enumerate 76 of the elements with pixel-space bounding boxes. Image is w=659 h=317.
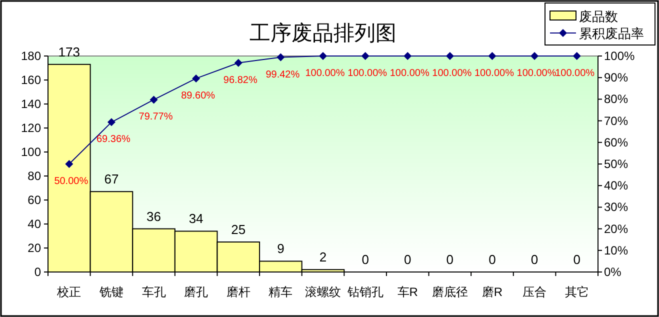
chart-title: 工序废品排列图 [250, 22, 396, 45]
data-label: 79.77% [138, 112, 173, 123]
x-tick-label: 磨底径 [432, 285, 468, 299]
y-tick-label: 80 [28, 169, 42, 183]
y2-tick-label: 10% [604, 243, 628, 258]
y-tick-label: 140 [20, 97, 42, 111]
point [404, 52, 412, 60]
data-label: 34 [188, 211, 204, 226]
y-tick-label: 120 [20, 121, 42, 135]
y-tick-label: 160 [20, 73, 42, 87]
data-label: 100.00% [516, 68, 556, 79]
y-tick-label: 180 [20, 49, 42, 63]
data-label: 9 [277, 241, 284, 256]
y2-tick-label: 100% [604, 49, 636, 63]
y2-tick-label: 50% [604, 157, 628, 171]
data-label: 0 [404, 252, 412, 267]
data-label: 100.00% [390, 68, 430, 79]
point [572, 52, 581, 60]
data-label: 89.60% [181, 90, 216, 102]
legend-label: 累积废品率 [579, 26, 644, 41]
data-label: 0 [530, 252, 538, 267]
x-tick-label: 其它 [564, 285, 589, 299]
data-label: 100.00% [432, 68, 472, 79]
y-tick-label: 60 [28, 193, 42, 207]
data-label: 173 [58, 44, 80, 60]
legend-label: 废品数 [579, 9, 618, 24]
data-label: 2 [319, 250, 327, 265]
point [65, 160, 74, 168]
data-label: 96.82% [223, 74, 258, 86]
y2-tick-label: 90% [604, 70, 628, 85]
y2-tick-label: 30% [604, 200, 628, 214]
data-label: 69.36% [96, 134, 131, 146]
data-label: 0 [362, 252, 369, 267]
data-label: 100.00% [305, 68, 345, 79]
y2-tick-label: 70% [604, 114, 628, 128]
x-tick-label: 车R [397, 285, 418, 299]
y2-tick-label: 20% [604, 222, 628, 236]
y-tick-label: 0 [34, 265, 42, 279]
point [150, 96, 158, 104]
point [446, 52, 454, 60]
data-label: 99.42% [266, 69, 300, 80]
y2-tick-label: 80% [604, 92, 628, 106]
point [234, 58, 242, 67]
data-label: 100.00% [555, 68, 595, 79]
y2-tick-label: 60% [604, 135, 628, 150]
data-label: 67 [104, 172, 119, 187]
data-label: 0 [488, 252, 496, 267]
x-tick-label: 铣键 [98, 285, 124, 299]
y-tick-label: 40 [28, 217, 42, 231]
data-label: 25 [231, 222, 246, 237]
point [361, 52, 370, 60]
data-label: 36 [146, 208, 162, 224]
x-tick-label: 校正 [56, 285, 82, 299]
data-label: 100.00% [474, 68, 514, 79]
y2-tick-label: 0% [604, 265, 622, 279]
x-tick-label: 磨杆 [226, 285, 250, 299]
x-tick-label: 压合 [522, 285, 547, 299]
data-label: 100.00% [348, 68, 388, 79]
data-label: 0 [446, 252, 454, 267]
data-label: 0 [573, 252, 580, 267]
point [530, 52, 539, 60]
data-label: 50.00% [54, 176, 88, 187]
x-tick-label: 磨R [482, 285, 503, 299]
y2-tick-label: 40% [604, 178, 628, 193]
point [107, 118, 116, 126]
y-tick-label: 100 [20, 145, 42, 159]
x-tick-label: 钻销孔 [346, 285, 384, 299]
x-tick-label: 磨孔 [184, 285, 208, 299]
x-tick-label: 滚螺纹 [305, 285, 341, 299]
point [319, 52, 327, 60]
x-tick-label: 精车 [268, 285, 293, 299]
x-tick-label: 车孔 [142, 285, 166, 299]
point [192, 74, 200, 82]
y-tick-label: 20 [28, 241, 42, 255]
point [488, 52, 496, 60]
point [276, 53, 285, 62]
